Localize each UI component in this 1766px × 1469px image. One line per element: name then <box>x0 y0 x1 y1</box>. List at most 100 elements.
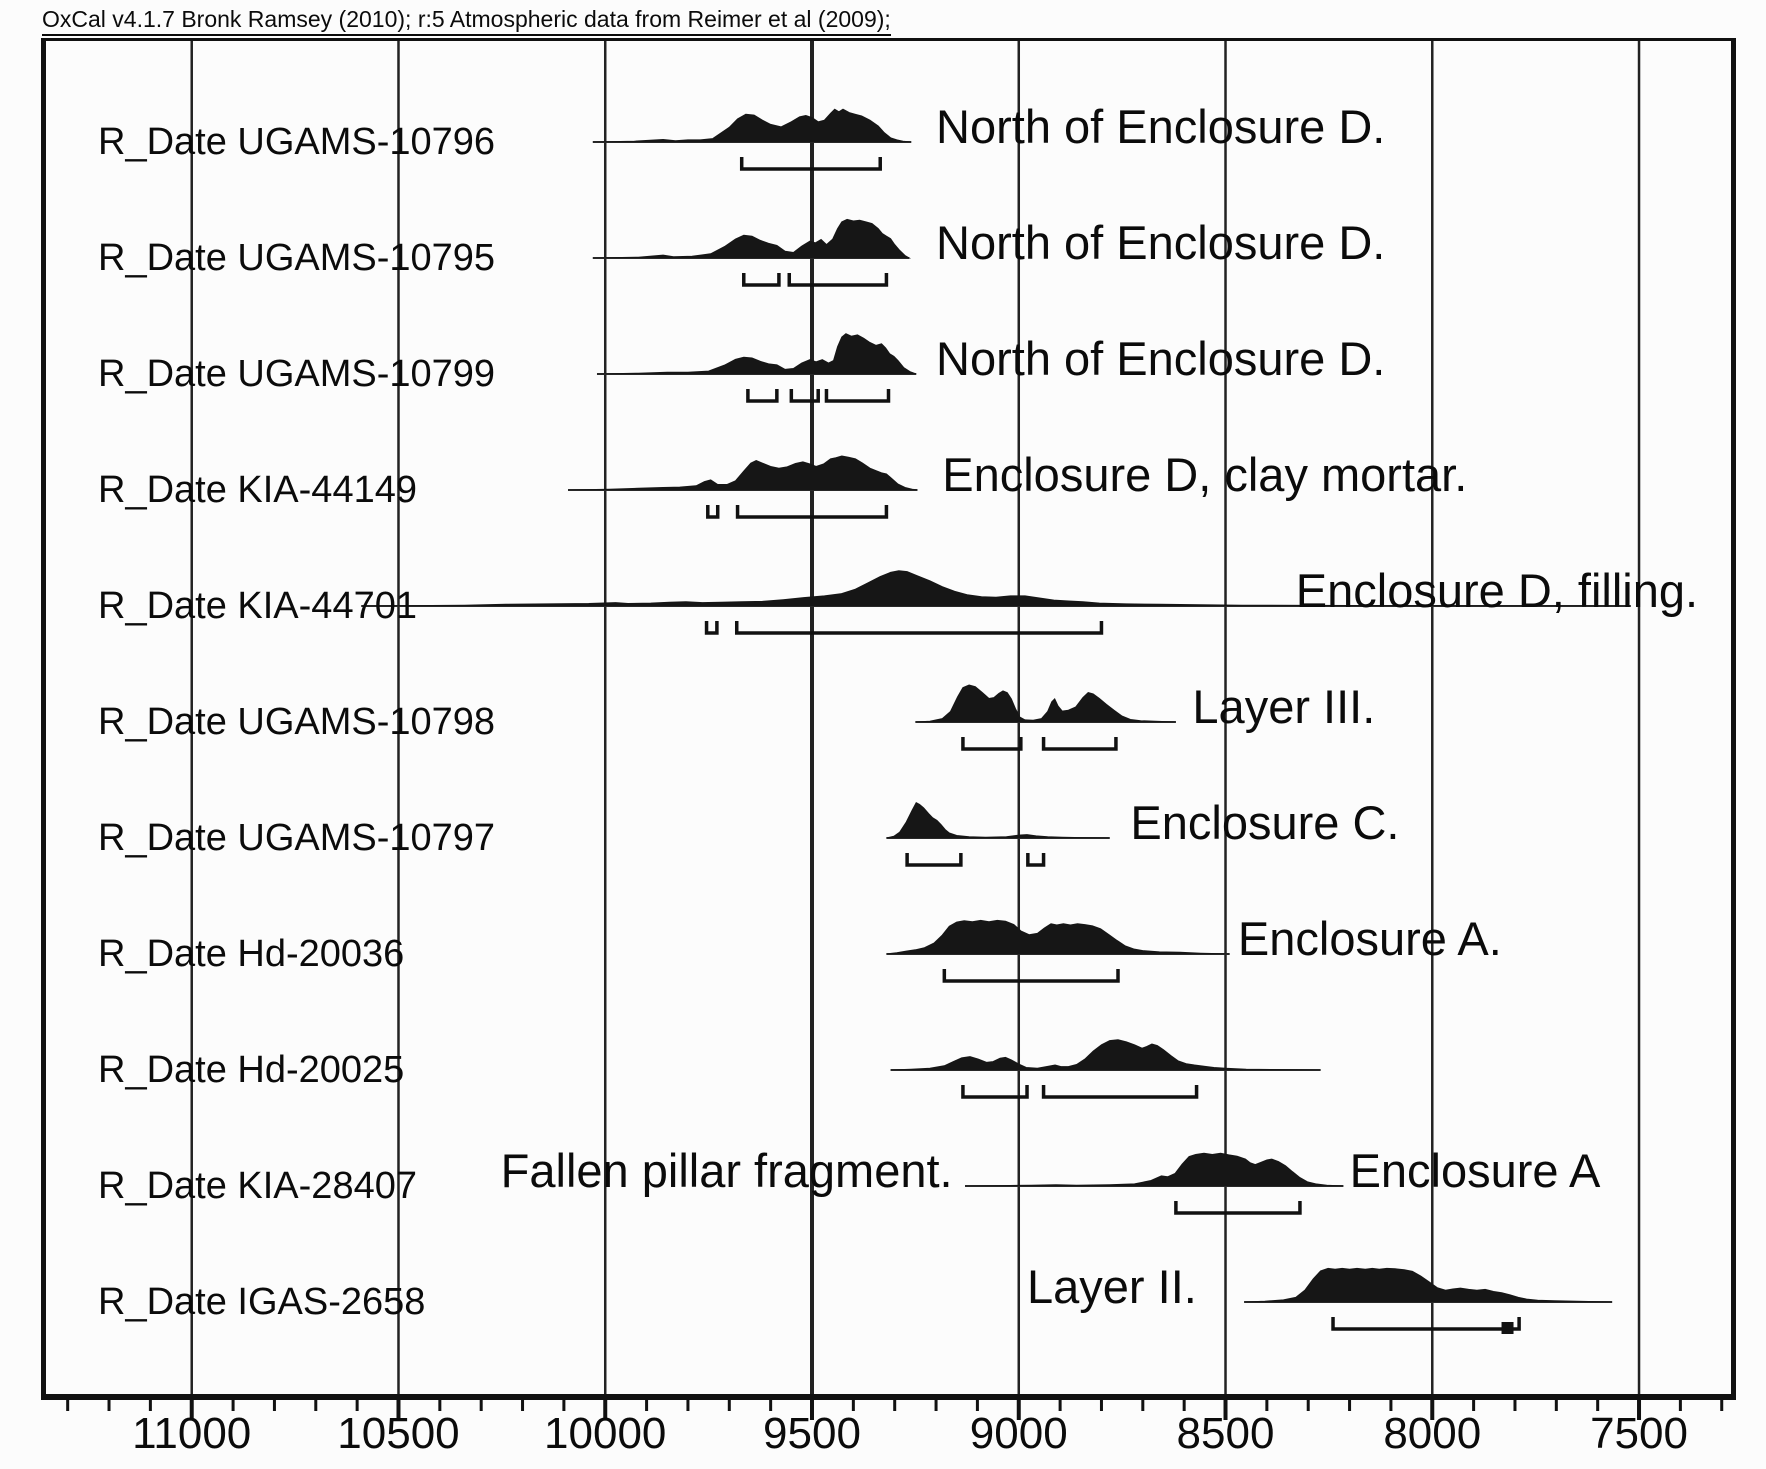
row-left-annotation: Fallen pillar fragment. <box>500 1144 953 1197</box>
probability-distribution <box>886 919 1230 955</box>
range-bracket <box>787 273 889 287</box>
x-axis-major-tick <box>396 1400 401 1420</box>
x-axis-major-tick <box>1223 1400 1228 1420</box>
x-axis-minor-tick <box>1389 1400 1393 1411</box>
probability-distribution <box>915 684 1176 723</box>
x-axis-minor-tick <box>66 1400 70 1411</box>
x-axis-minor-tick <box>1720 1400 1724 1411</box>
x-axis-tick-label: 7500 <box>1590 1409 1688 1458</box>
probability-distribution <box>596 333 917 375</box>
x-axis-minor-tick <box>1513 1400 1517 1411</box>
gridline-10000 <box>603 41 607 1394</box>
credit-line: OxCal v4.1.7 Bronk Ramsey (2010); r:5 At… <box>42 6 891 36</box>
probability-distribution <box>886 802 1110 839</box>
probability-distribution <box>592 108 912 143</box>
range-bracket <box>1041 1085 1199 1099</box>
x-axis-minor-tick <box>1554 1400 1558 1411</box>
row-label: R_Date Hd-20025 <box>98 1049 405 1091</box>
range-bracket <box>706 505 720 519</box>
x-axis-minor-tick <box>314 1400 318 1411</box>
row-annotation: Enclosure D, filling. <box>1295 564 1699 617</box>
x-axis-minor-tick <box>975 1400 979 1411</box>
row-annotation: North of Enclosure D. <box>936 216 1386 269</box>
range-bracket <box>824 389 891 403</box>
gridline-11000 <box>190 41 193 1394</box>
x-axis-minor-tick <box>769 1400 773 1411</box>
gridline-7500 <box>1637 41 1641 1394</box>
x-axis-minor-tick <box>1348 1400 1352 1411</box>
probability-distribution <box>890 1039 1321 1071</box>
x-axis-minor-tick <box>893 1400 897 1411</box>
x-axis-minor-tick <box>521 1400 525 1411</box>
row-label: R_Date KIA-44149 <box>98 469 417 511</box>
x-axis-minor-tick <box>1141 1400 1145 1411</box>
bracket-marker <box>1501 1322 1514 1334</box>
range-bracket <box>742 273 781 287</box>
probability-distribution <box>1244 1267 1613 1303</box>
x-axis-minor-tick <box>562 1400 566 1411</box>
x-axis-tick-label: 11000 <box>132 1409 252 1458</box>
x-axis-minor-tick <box>438 1400 442 1411</box>
probability-distribution <box>592 218 912 259</box>
row-annotation: Layer III. <box>1192 680 1376 733</box>
gridline-9500 <box>810 41 814 1394</box>
range-bracket <box>789 389 820 403</box>
x-axis-minor-tick <box>148 1400 152 1411</box>
row-label: R_Date IGAS-2658 <box>98 1281 426 1323</box>
x-axis-minor-tick <box>1678 1400 1682 1411</box>
plot-frame-top <box>41 38 1736 41</box>
x-axis-minor-tick <box>727 1400 731 1411</box>
range-bracket <box>1331 1317 1521 1331</box>
range-bracket <box>1041 737 1118 751</box>
row-label: R_Date KIA-44701 <box>98 585 417 627</box>
row-label: R_Date UGAMS-10799 <box>98 353 496 395</box>
range-bracket <box>734 621 1104 635</box>
x-axis-minor-tick <box>1058 1400 1062 1411</box>
range-bracket <box>704 621 719 635</box>
range-bracket <box>905 853 963 867</box>
range-bracket <box>961 1085 1029 1099</box>
x-axis-minor-tick <box>1182 1400 1186 1411</box>
x-axis-minor-tick <box>851 1400 855 1411</box>
x-axis-tick-label: 9000 <box>969 1409 1068 1458</box>
row-label: R_Date UGAMS-10797 <box>98 817 496 859</box>
range-bracket <box>739 157 882 171</box>
x-axis-minor-tick <box>934 1400 938 1411</box>
x-axis-minor-tick <box>1472 1400 1476 1411</box>
x-axis-minor-tick <box>645 1400 649 1411</box>
x-axis-tick-label: 10500 <box>337 1409 460 1458</box>
x-axis-major-tick <box>189 1400 194 1420</box>
row-label: R_Date UGAMS-10798 <box>98 701 496 743</box>
x-axis-minor-tick <box>1099 1400 1103 1411</box>
row-label: R_Date UGAMS-10796 <box>98 121 496 163</box>
range-bracket <box>1026 853 1046 867</box>
row-annotation: Enclosure D, clay mortar. <box>942 448 1468 501</box>
plot-frame-right <box>1731 38 1736 1394</box>
row-annotation: North of Enclosure D. <box>936 332 1386 385</box>
x-axis-tick-label: 8500 <box>1176 1409 1275 1458</box>
x-axis-major-tick <box>810 1400 814 1420</box>
probability-distribution <box>567 455 918 491</box>
row-label: R_Date Hd-20036 <box>98 933 405 975</box>
row-annotation: Layer II. <box>1027 1260 1197 1313</box>
gridline-10500 <box>397 41 400 1394</box>
row-annotation: Enclosure C. <box>1130 796 1400 849</box>
row-annotation: Enclosure A <box>1349 1144 1601 1197</box>
range-bracket <box>961 737 1023 751</box>
x-axis-tick-label: 10000 <box>544 1409 667 1458</box>
x-axis-minor-tick <box>686 1400 690 1411</box>
x-axis-minor-tick <box>231 1400 235 1411</box>
probability-distribution <box>964 1152 1344 1187</box>
x-axis-minor-tick <box>107 1400 111 1411</box>
x-axis-major-tick <box>603 1400 608 1420</box>
x-axis-minor-tick <box>355 1400 359 1411</box>
plot-frame-left <box>41 38 46 1394</box>
x-axis-tick-label: 9500 <box>763 1409 861 1458</box>
range-bracket <box>746 389 779 403</box>
x-axis-line <box>41 1394 1736 1400</box>
gridline-8500 <box>1224 41 1227 1394</box>
x-axis-minor-tick <box>272 1400 276 1411</box>
range-bracket <box>942 969 1120 983</box>
